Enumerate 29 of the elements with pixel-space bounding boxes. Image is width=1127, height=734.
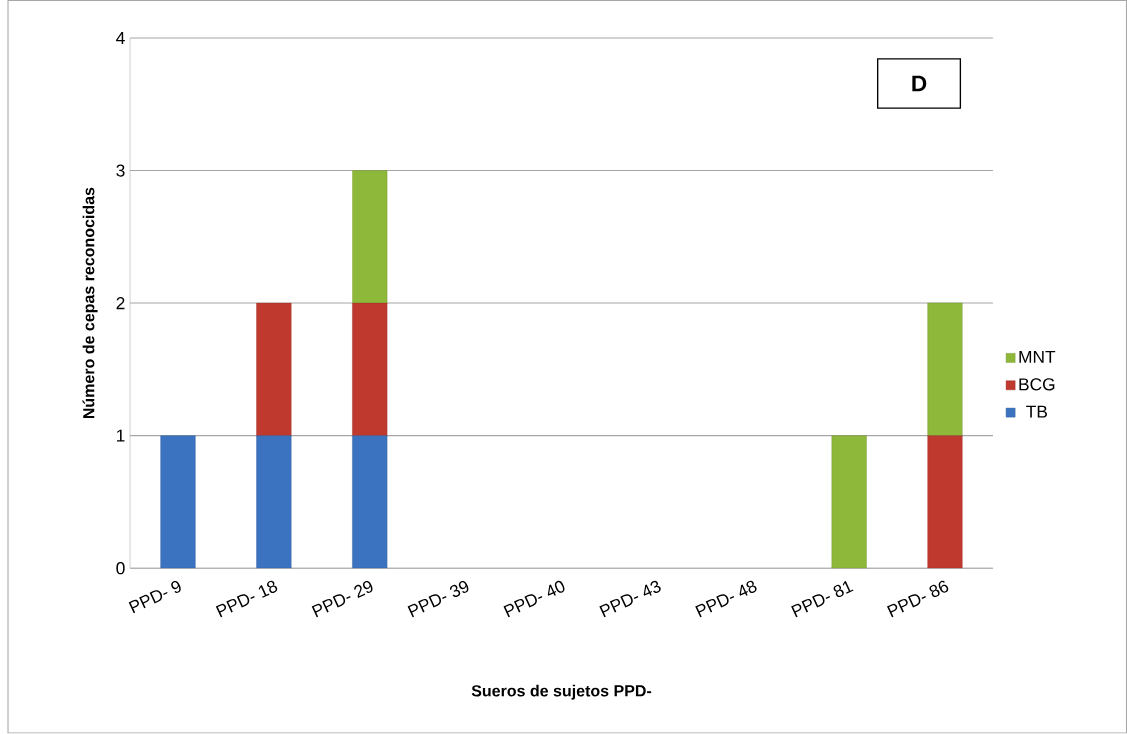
y-tick-label: 1 — [117, 429, 125, 442]
x-tick-label: PPD- 86 — [886, 580, 949, 618]
x-tick-label: PPD- 48 — [695, 581, 757, 618]
legend-label: BCG — [1019, 378, 1055, 391]
y-axis-title: Número de cepas reconocidas — [82, 187, 98, 419]
x-tick-label: PPD- 43 — [599, 581, 661, 618]
x-tick-label: PPD- 81 — [791, 581, 854, 618]
bar — [927, 303, 963, 437]
x-axis-title: Sueros de sujetos PPD- — [471, 684, 652, 700]
x-tick-label: PPD- 40 — [503, 581, 565, 618]
y-tick-label: 3 — [116, 164, 125, 177]
x-tick-label: PPD- 18 — [215, 581, 278, 618]
bar — [256, 303, 292, 437]
y-tick-label: 4 — [116, 32, 125, 45]
x-tick-label: PPD- 9 — [128, 581, 181, 614]
bar — [352, 435, 388, 569]
bar — [831, 435, 867, 569]
x-tick-label: PPD- 29 — [311, 581, 373, 618]
bar — [927, 435, 963, 569]
bar — [256, 435, 292, 569]
legend-label: TB — [1026, 405, 1047, 418]
bar — [352, 303, 388, 437]
annotation: D — [912, 75, 927, 92]
legend-label: MNT — [1019, 351, 1056, 364]
y-tick-label: 2 — [116, 297, 125, 310]
y-tick-label: 0 — [116, 562, 125, 575]
x-tick-label: PPD- 39 — [407, 581, 469, 618]
bar — [160, 435, 196, 569]
bar — [352, 170, 388, 304]
